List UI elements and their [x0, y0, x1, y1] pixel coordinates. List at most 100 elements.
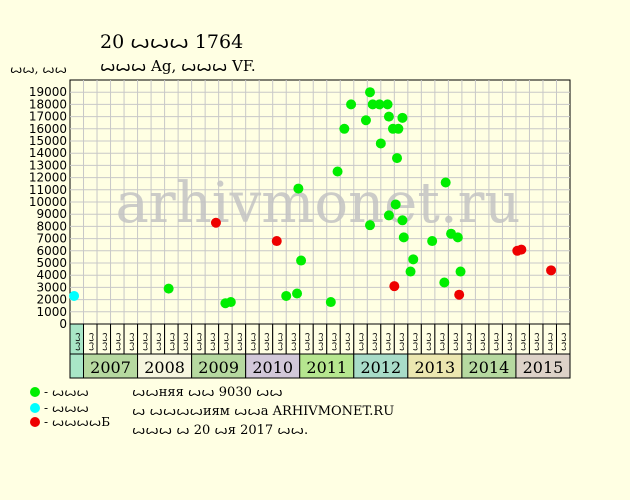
- y-tick-label: 1000: [36, 305, 67, 319]
- data-point: [210, 217, 221, 228]
- data-point: [69, 290, 80, 301]
- data-point: [374, 99, 385, 110]
- year-label: 2010: [252, 358, 293, 377]
- y-tick-label: 11000: [29, 183, 67, 197]
- data-point: [296, 255, 307, 266]
- quarter-label: ꙍꙍ: [465, 332, 475, 351]
- quarter-label: ꙍꙍ: [424, 332, 434, 351]
- note-average: ꙍꙍняя ꙍꙍ 9030 ꙍꙍ: [132, 385, 283, 400]
- y-tick-label: 19000: [29, 85, 67, 99]
- year-cell: [407, 353, 463, 379]
- data-point: [427, 236, 438, 247]
- y-tick-label: 5000: [36, 256, 67, 270]
- quarter-label: ꙍꙍ: [519, 332, 529, 351]
- quarter-label: ꙍꙍ: [505, 332, 515, 351]
- y-tick-label: 0: [59, 317, 67, 331]
- year-label: 2009: [198, 358, 239, 377]
- y-tick-label: 7000: [36, 232, 67, 246]
- quarter-label: ꙍꙍ: [194, 332, 204, 351]
- quarter-label: ꙍꙍ: [140, 332, 150, 351]
- data-point: [546, 265, 557, 276]
- legend-cyan-dot: [30, 403, 40, 413]
- data-point: [281, 290, 292, 301]
- quarter-label: ꙍꙍ: [275, 332, 285, 351]
- quarter-label: ꙍꙍ: [370, 332, 380, 351]
- data-point: [454, 289, 465, 300]
- data-point: [405, 266, 416, 277]
- data-point: [383, 210, 394, 221]
- year-label: 2015: [523, 358, 564, 377]
- data-point: [292, 288, 303, 299]
- quarter-label: ꙍꙍ: [221, 332, 231, 351]
- year-cell: [299, 353, 355, 379]
- y-tick-label: 18000: [29, 97, 67, 111]
- data-point: [293, 183, 304, 194]
- y-axis-units: ꙍꙍ, ꙍꙍ: [10, 62, 67, 76]
- legend-green-dot: [30, 387, 40, 397]
- grid: [69, 79, 571, 325]
- note-date: ꙍꙍꙍ ꙍ 20 ꙍя 2017 ꙍꙍ.: [132, 423, 309, 438]
- quarter-label: ꙍꙍ: [438, 332, 448, 351]
- quarter-label: ꙍꙍ: [451, 332, 461, 351]
- legend-cyan-label: - ꙍꙍꙍ: [44, 401, 89, 415]
- y-tick-label: 10000: [29, 195, 67, 209]
- y-tick-label: 17000: [29, 110, 67, 124]
- data-point: [392, 153, 403, 164]
- data-point: [225, 297, 236, 308]
- y-tick-label: 9000: [36, 207, 67, 221]
- quarter-label: ꙍꙍ: [86, 332, 96, 351]
- data-point: [390, 199, 401, 210]
- quarter-label: ꙍꙍ: [397, 332, 407, 351]
- data-point: [271, 236, 282, 247]
- data-point: [397, 215, 408, 226]
- year-label: 2007: [90, 358, 131, 377]
- quarter-label: ꙍꙍ: [248, 332, 258, 351]
- year-cell: [69, 353, 85, 379]
- data-point: [365, 87, 375, 98]
- year-cell: [461, 353, 517, 379]
- quarter-label: ꙍꙍ: [167, 332, 177, 351]
- y-tick-label: 12000: [29, 171, 67, 185]
- data-point: [393, 123, 404, 134]
- quarter-label: ꙍꙍ: [154, 332, 164, 351]
- quarter-label: ꙍꙍ: [127, 332, 137, 351]
- y-tick-label: 2000: [36, 293, 67, 307]
- quarter-label: ꙍꙍ: [546, 332, 556, 351]
- chart-subtitle: ꙍꙍꙍ Ag, ꙍꙍꙍ VF.: [100, 57, 256, 75]
- y-tick-label: 8000: [36, 219, 67, 233]
- data-point: [408, 254, 419, 265]
- y-tick-label: 13000: [29, 158, 67, 172]
- y-tick-label: 3000: [36, 280, 67, 294]
- data-point: [398, 232, 409, 243]
- year-cell: [191, 353, 247, 379]
- legend-red-label: - ꙍꙍꙍꙍБ: [44, 415, 111, 429]
- y-tick-label: 14000: [29, 146, 67, 160]
- data-point: [346, 99, 357, 110]
- y-tick-label: 4000: [36, 268, 67, 282]
- data-point: [455, 266, 466, 277]
- data-point: [365, 220, 375, 231]
- quarter-label: ꙍꙍ: [208, 332, 218, 351]
- year-cell: [245, 353, 301, 379]
- quarter-label: ꙍꙍ: [100, 332, 110, 351]
- quarter-label: ꙍꙍ: [411, 332, 421, 351]
- data-point: [163, 283, 174, 294]
- year-label: 2014: [469, 358, 510, 377]
- y-tick-label: 15000: [29, 134, 67, 148]
- data-point: [452, 232, 463, 243]
- quarter-label: ꙍꙍ: [316, 332, 326, 351]
- year-label: 2013: [415, 358, 456, 377]
- quarter-label: ꙍꙍ: [478, 332, 488, 351]
- data-point: [397, 112, 408, 123]
- data-point: [332, 166, 343, 177]
- quarter-label: ꙍꙍ: [181, 332, 191, 351]
- quarter-label: ꙍꙍ: [302, 332, 312, 351]
- data-point: [516, 244, 527, 255]
- year-cell: [353, 353, 409, 379]
- quarter-label: ꙍꙍ: [559, 332, 569, 351]
- year-cell: [515, 353, 571, 379]
- legend-item-red: - ꙍꙍꙍꙍБ: [30, 415, 110, 429]
- data-point: [439, 277, 450, 288]
- quarter-label: ꙍꙍ: [532, 332, 542, 351]
- data-point: [383, 111, 394, 122]
